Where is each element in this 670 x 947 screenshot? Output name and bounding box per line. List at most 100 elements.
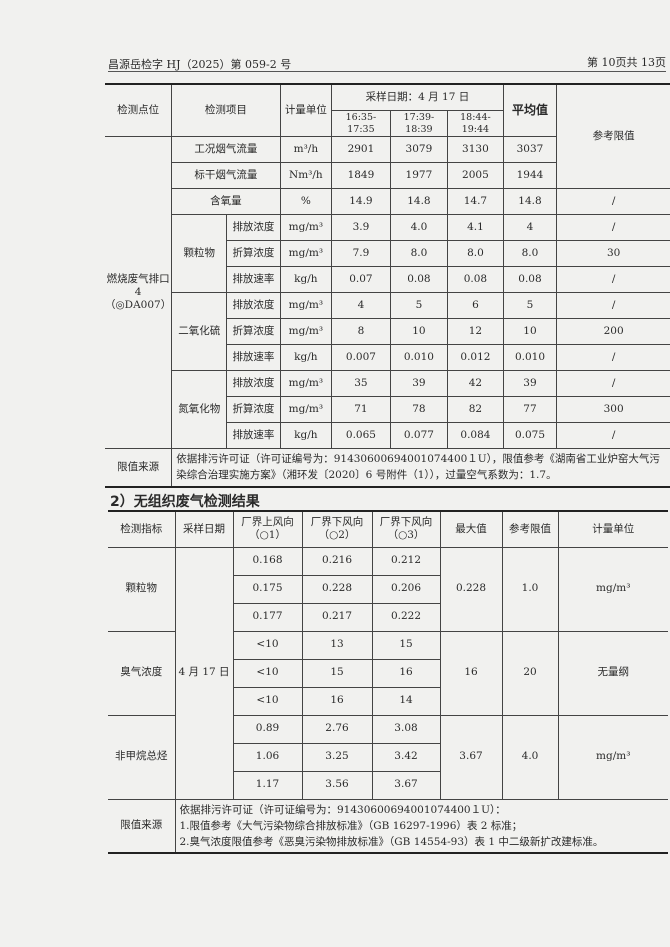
header-time: 17:39-18:39: [389, 110, 449, 137]
unit: %: [279, 188, 333, 215]
table-cell: 0.168: [232, 546, 303, 576]
unit: mg/m³: [557, 714, 668, 800]
table-cell: 0.206: [371, 574, 440, 604]
avg: 39: [502, 370, 558, 397]
limit: 30: [556, 240, 670, 267]
limit-source-text: 依据排污许可证（许可证编号为：91430600694001074400１U）： 1…: [174, 798, 668, 854]
avg: 0.010: [502, 344, 558, 371]
table-cell: 5: [389, 292, 449, 319]
sub-item: 排放浓度: [226, 292, 281, 319]
table-cell: 14: [371, 686, 440, 716]
table-cell: 0.065: [331, 422, 391, 449]
table-cell: 82: [447, 396, 504, 423]
sub-item: 折算浓度: [226, 318, 281, 345]
avg: 4: [502, 214, 558, 241]
limit: /: [556, 370, 670, 397]
header-time: 16:35-17:35: [331, 110, 391, 137]
avg: 10: [502, 318, 558, 345]
indicator-name: 臭气浓度: [108, 630, 176, 716]
item-name: 含氧量: [171, 188, 281, 215]
header-row: 检测点位 检测项目 计量单位 采样日期：4 月 17 日平均值 参考限值: [105, 83, 670, 189]
header-unit: 计量单位: [279, 83, 333, 137]
limit: /: [556, 344, 670, 371]
header-cell: 厂界下风向（○2）: [301, 510, 373, 548]
sub-item: 排放浓度: [226, 214, 281, 241]
table-row: 颗粒物 排放浓度 mg/m³ 3.9 4.0 4.1 4/: [105, 214, 670, 293]
unit: mg/m³: [279, 214, 333, 241]
avg: 77: [502, 396, 558, 423]
unit: kg/h: [279, 422, 333, 449]
table-cell: 1.17: [233, 770, 303, 800]
unit: mg/m³: [279, 292, 333, 319]
limit: /: [556, 188, 670, 215]
table-cell: 39: [389, 370, 449, 397]
table-cell: 1.06: [233, 742, 303, 772]
unit: mg/m³: [279, 318, 333, 345]
table-cell: 0.007: [331, 344, 391, 371]
limit: 20: [501, 630, 559, 716]
limit: 1.0: [501, 546, 559, 632]
limit: /: [556, 266, 670, 293]
header-limit: 参考限值: [556, 83, 670, 189]
unit: m³/h: [279, 136, 333, 163]
table-cell: 0.08: [389, 266, 449, 293]
pollutant-name: 氮氧化物: [171, 370, 228, 449]
table-row: 1.17 3.56 3.67: [108, 770, 668, 800]
table-cell: 71: [331, 396, 391, 423]
header-divider: [108, 71, 666, 72]
table-cell: 13: [301, 630, 373, 660]
header-cell: 参考限值: [501, 510, 559, 548]
table-cell: 15: [371, 630, 441, 660]
table-cell: 0.077: [389, 422, 449, 449]
table-cell: 7.9: [331, 240, 391, 267]
pollutant-name: 颗粒物: [171, 214, 228, 293]
unit: kg/h: [279, 266, 333, 293]
table-cell: 0.222: [371, 602, 440, 632]
table-row: 排放速率 kg/h 0.065 0.077 0.084 0.075/: [105, 422, 670, 449]
indicator-name: 非甲烷总烃: [108, 714, 176, 800]
header-cell: 采样日期: [174, 510, 234, 548]
avg: 0.075: [502, 422, 558, 449]
table-cell: 0.010: [389, 344, 449, 371]
table-cell: 6: [447, 292, 504, 319]
unit: Nm³/h: [279, 162, 333, 189]
table-cell: 0.175: [233, 574, 303, 604]
table-cell: 15: [301, 658, 373, 688]
header-cell: 最大值: [439, 510, 503, 548]
table-cell: 3.08: [371, 714, 441, 744]
avg: 0.08: [502, 266, 558, 293]
table-row: <10 16 14: [108, 686, 668, 716]
table-row: 0.175 0.228 0.206: [108, 574, 668, 604]
limit: 200: [556, 318, 670, 345]
table-row: <10 15 16: [108, 658, 668, 688]
point-name: 燃烧废气排口 4（◎DA007）: [105, 136, 173, 449]
table-cell: <10: [233, 686, 303, 716]
table-cell: 10: [389, 318, 449, 345]
header-row: 检测指标 采样日期 厂界上风向（○1） 厂界下风向（○2） 厂界下风向（○3） 最大值 参考…: [108, 510, 668, 548]
table-cell: 0.084: [447, 422, 504, 449]
table-cell: 1849: [331, 162, 391, 189]
page-number: 第 10页共 13页: [587, 56, 666, 69]
limit-source-line: 1.限值参考《大气污染物综合排放标准》（GB 16297-1996）表 2 标准…: [179, 819, 523, 832]
table-cell: 0.212: [371, 546, 441, 576]
table-cell: 3.67: [371, 770, 440, 800]
table-cell: 0.177: [233, 602, 303, 632]
table-row: 排放速率 kg/h 0.007 0.010 0.012 0.010/: [105, 344, 670, 371]
item-name: 标干烟气流量: [171, 162, 281, 189]
sub-item: 排放速率: [226, 266, 281, 293]
limit-source-row: 限值来源 依据排污许可证（许可证编号为：91430600694001074400１…: [105, 447, 670, 488]
table-cell: 2901: [331, 136, 391, 163]
header-point: 检测点位: [105, 83, 173, 137]
table-cell: 4.0: [389, 214, 449, 241]
table-cell: 3079: [389, 136, 449, 163]
report-number: 昌源岳检字 HJ（2025）第 059-2 号: [108, 58, 292, 71]
table-cell: 4.1: [447, 214, 504, 241]
table-cell: 2005: [447, 162, 504, 189]
limit-source-text: 依据排污许可证（许可证编号为：91430600694001074400１U），限…: [171, 447, 670, 488]
header-date: 采样日期：4 月 17 日: [331, 83, 504, 111]
table-row: 0.177 0.217 0.222: [108, 602, 668, 632]
pollutant-name: 二氧化硫: [171, 292, 228, 371]
item-name: 工况烟气流量: [171, 136, 281, 163]
sub-item: 折算浓度: [226, 396, 281, 423]
avg: 8.0: [502, 240, 558, 267]
